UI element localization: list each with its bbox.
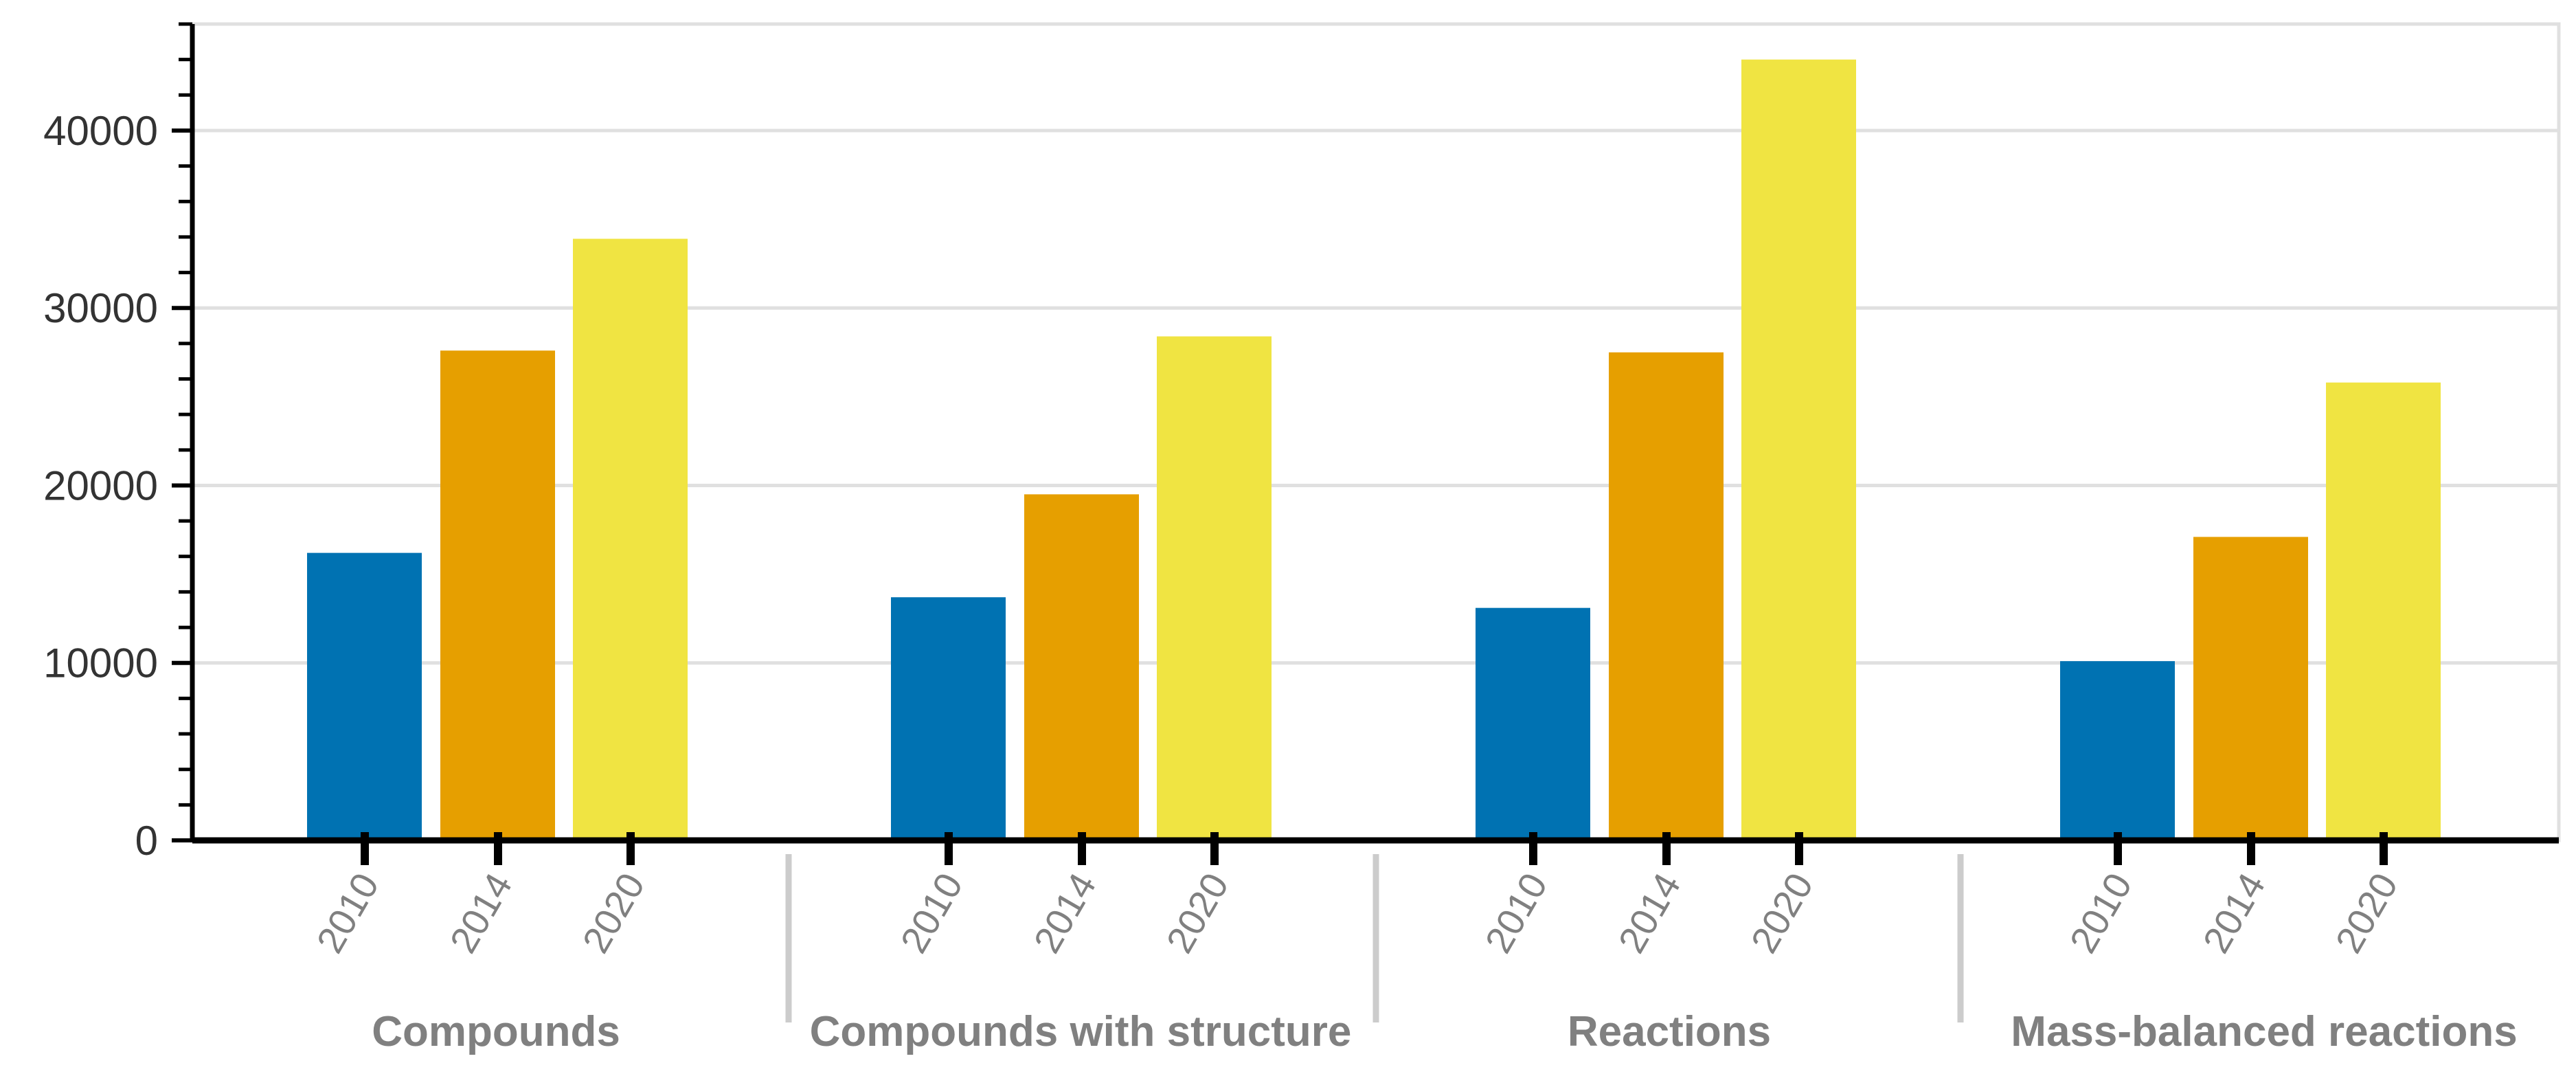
bar-2010-3: [2060, 661, 2175, 840]
y-tick-label: 10000: [43, 640, 158, 686]
bar-2020-2: [1741, 59, 1856, 840]
x-tick-label: 2010: [308, 866, 387, 960]
bar-2014-3: [2193, 537, 2308, 840]
group-label: Reactions: [1568, 1008, 1771, 1055]
group-label: Mass-balanced reactions: [2011, 1008, 2517, 1055]
x-tick-label: 2020: [1158, 866, 1237, 960]
bar-2020-1: [1157, 336, 1272, 840]
bar-2020-3: [2326, 382, 2441, 840]
x-tick-label: 2010: [1477, 866, 1556, 960]
x-tick-label: 2010: [2061, 866, 2140, 960]
bar-2010-2: [1476, 607, 1590, 840]
x-tick-label: 2020: [574, 866, 653, 960]
bar-2020-0: [573, 238, 688, 840]
group-label: Compounds: [372, 1008, 620, 1055]
bar-2014-1: [1024, 494, 1139, 840]
group-label: Compounds with structure: [810, 1008, 1352, 1055]
y-tick-label: 0: [135, 818, 158, 864]
y-tick-label: 40000: [43, 108, 158, 154]
x-tick-label: 2020: [1743, 866, 1822, 960]
x-tick-label: 2014: [442, 866, 521, 960]
x-tick-label: 2014: [1610, 866, 1689, 960]
bar-2010-0: [307, 552, 422, 840]
y-tick-label: 30000: [43, 285, 158, 331]
axes: [172, 22, 2559, 1022]
x-tick-label: 2020: [2327, 866, 2406, 960]
x-tick-label: 2010: [892, 866, 971, 960]
bars: [307, 59, 2441, 840]
bar-2014-0: [440, 350, 555, 840]
x-tick-label: 2014: [2195, 866, 2274, 960]
y-tick-label: 20000: [43, 462, 158, 508]
bar-2010-1: [891, 597, 1006, 840]
bar-2014-2: [1609, 352, 1724, 840]
x-tick-label: 2014: [1026, 866, 1105, 960]
